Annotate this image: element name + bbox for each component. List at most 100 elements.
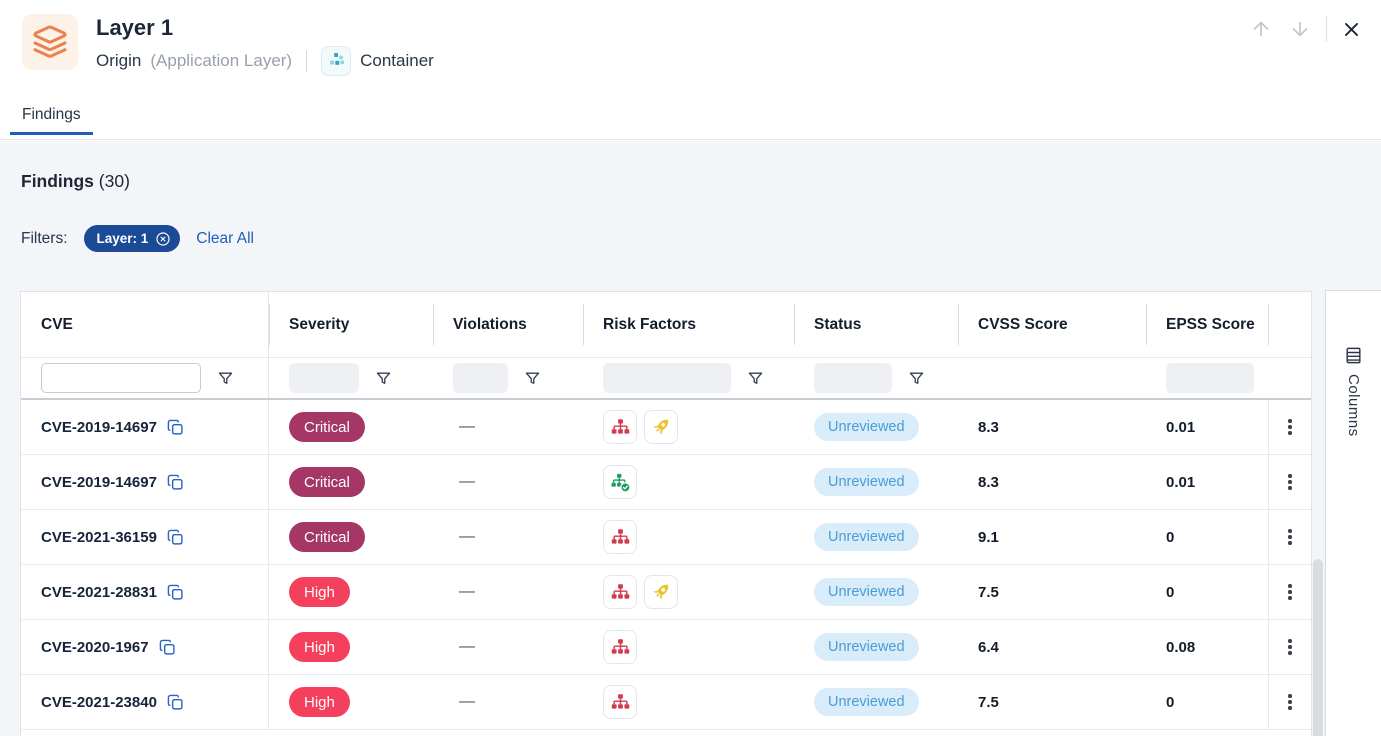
filter-cell-menu <box>1268 358 1311 398</box>
copy-icon[interactable] <box>158 638 177 657</box>
kebab-menu-icon[interactable] <box>1282 523 1298 551</box>
cvss-score-value: 6.4 <box>978 638 999 656</box>
section-count: (30) <box>98 171 130 191</box>
copy-icon[interactable] <box>166 528 185 547</box>
severity-cell: Critical <box>269 400 433 454</box>
funnel-icon <box>525 372 540 384</box>
violations-cell: — <box>433 675 583 729</box>
risk-factors-filter-box[interactable] <box>603 363 731 393</box>
epss-score-value: 0.01 <box>1166 473 1196 491</box>
cvss-score-cell: 8.3 <box>958 455 1146 509</box>
severity-badge: High <box>289 687 350 717</box>
violations-cell: — <box>433 620 583 674</box>
funnel-icon <box>376 372 391 384</box>
violations-value: — <box>459 693 475 710</box>
column-header-violations: Violations <box>433 292 583 357</box>
violations-funnel-icon[interactable] <box>522 368 543 389</box>
columns-panel-toggle[interactable]: Columns <box>1325 290 1381 736</box>
attack-vector-badge <box>603 410 637 444</box>
filter-chip-layer[interactable]: Layer: 1 <box>83 225 181 252</box>
cvss-score-cell: 6.4 <box>958 620 1146 674</box>
kebab-menu-icon[interactable] <box>1282 413 1298 441</box>
status-badge: Unreviewed <box>814 413 919 441</box>
funnel-icon <box>909 372 924 384</box>
tab-findings[interactable]: Findings <box>10 95 93 135</box>
violations-filter-box[interactable] <box>453 363 508 393</box>
exploit-exists-badge <box>644 575 678 609</box>
kebab-menu-icon[interactable] <box>1282 688 1298 716</box>
status-filter-box[interactable] <box>814 363 892 393</box>
attack-vector-icon <box>611 418 629 434</box>
attack-vector-fix-available-badge <box>603 465 637 499</box>
epss-score-value: 0 <box>1166 583 1175 601</box>
next-arrow-icon[interactable] <box>1287 16 1313 42</box>
origin-type-label: (Application Layer) <box>150 50 293 70</box>
attack-vector-badge <box>603 575 637 609</box>
entity-type-label: Container <box>360 50 434 70</box>
table-row[interactable]: CVE-2020-1967 High — Unreviewed 6.4 0.08 <box>21 620 1311 675</box>
epss-score-cell: 0 <box>1146 510 1268 564</box>
cve-cell: CVE-2021-36159 <box>21 510 269 564</box>
status-badge: Unreviewed <box>814 468 919 496</box>
cvss-score-cell: 8.3 <box>958 400 1146 454</box>
copy-icon[interactable] <box>166 473 185 492</box>
epss-score-filter-box[interactable] <box>1166 363 1254 393</box>
cve-cell: CVE-2021-28831 <box>21 565 269 619</box>
table-row[interactable]: CVE-2021-23840 High — Unreviewed 7.5 0 <box>21 675 1311 730</box>
risk-factors-cell <box>583 620 794 674</box>
cve-filter-input[interactable] <box>41 363 201 393</box>
severity-badge: Critical <box>289 467 365 497</box>
table-body: CVE-2019-14697 Critical — Unreviewed 8.3 0.01… <box>21 400 1311 730</box>
section-title: Findings <box>21 171 94 191</box>
filter-cell-severity <box>269 358 433 398</box>
violations-value: — <box>459 583 475 600</box>
column-header-cvss-score: CVSS Score <box>958 292 1146 357</box>
filters-label: Filters: <box>21 229 68 247</box>
filter-cell-cvss-score <box>958 358 1146 398</box>
row-menu-cell <box>1268 510 1311 564</box>
row-menu-cell <box>1268 675 1311 729</box>
attack-vector-icon <box>611 528 629 544</box>
risk-factors-cell <box>583 565 794 619</box>
cvss-score-value: 7.5 <box>978 583 999 601</box>
kebab-menu-icon[interactable] <box>1282 578 1298 606</box>
risk-factors-funnel-icon[interactable] <box>745 368 766 389</box>
table-row[interactable]: CVE-2021-28831 High — Unreviewed 7.5 0 <box>21 565 1311 620</box>
copy-icon[interactable] <box>166 693 185 712</box>
table-filter-row <box>21 358 1311 400</box>
violations-value: — <box>459 418 475 435</box>
violations-cell: — <box>433 400 583 454</box>
previous-arrow-icon[interactable] <box>1248 16 1274 42</box>
copy-icon[interactable] <box>166 583 185 602</box>
severity-funnel-icon[interactable] <box>373 368 394 389</box>
attack-vector-icon <box>611 638 629 654</box>
row-menu-cell <box>1268 620 1311 674</box>
cve-funnel-icon[interactable] <box>215 368 236 389</box>
table-row[interactable]: CVE-2021-36159 Critical — Unreviewed 9.1 0 <box>21 510 1311 565</box>
table-row[interactable]: CVE-2019-14697 Critical — Unreviewed 8.3 0.01 <box>21 400 1311 455</box>
kebab-menu-icon[interactable] <box>1282 633 1298 661</box>
row-menu-cell <box>1268 400 1311 454</box>
funnel-icon <box>748 372 763 384</box>
severity-badge: Critical <box>289 412 365 442</box>
copy-icon[interactable] <box>166 418 185 437</box>
severity-filter-box[interactable] <box>289 363 359 393</box>
table-row[interactable]: CVE-2019-14697 Critical — Unreviewed 8.3 0.01 <box>21 455 1311 510</box>
cve-id: CVE-2021-23840 <box>41 693 157 711</box>
status-funnel-icon[interactable] <box>906 368 927 389</box>
severity-badge: Critical <box>289 522 365 552</box>
columns-panel-icon <box>1346 347 1361 364</box>
severity-cell: High <box>269 620 433 674</box>
close-icon[interactable] <box>1340 18 1363 41</box>
clear-all-filters-link[interactable]: Clear All <box>196 229 254 247</box>
page-title: Layer 1 <box>96 15 174 40</box>
column-header-cve: CVE <box>21 292 269 357</box>
cvss-score-cell: 9.1 <box>958 510 1146 564</box>
filter-cell-epss-score <box>1146 358 1268 398</box>
cvss-score-value: 7.5 <box>978 693 999 711</box>
kebab-menu-icon[interactable] <box>1282 468 1298 496</box>
filter-chip-remove-icon[interactable] <box>155 231 171 247</box>
vertical-scrollbar[interactable] <box>1313 559 1323 736</box>
status-badge: Unreviewed <box>814 578 919 606</box>
violations-value: — <box>459 638 475 655</box>
